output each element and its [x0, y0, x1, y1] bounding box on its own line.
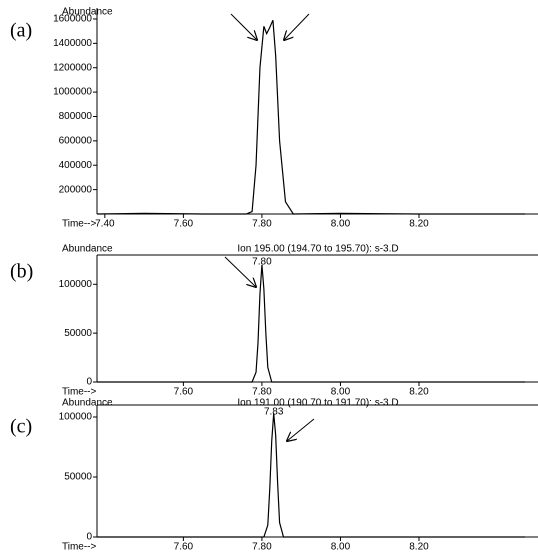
y-tick-label: 50000 [64, 472, 92, 483]
x-axis-label: Time--> [62, 387, 97, 398]
trace [96, 19, 525, 215]
x-axis-label: Time--> [62, 219, 97, 230]
y-tick-label: 100000 [59, 412, 93, 423]
x-tick-label: 7.60 [174, 542, 194, 553]
y-tick-label: 200000 [59, 184, 93, 195]
x-tick-label: 8.00 [331, 219, 351, 230]
x-tick-label: 7.40 [95, 219, 115, 230]
y-tick-label: 1400000 [53, 38, 92, 49]
x-axis-label: Time--> [62, 542, 97, 553]
panel-label: (c) [10, 416, 32, 438]
x-tick-label: 8.00 [331, 542, 351, 553]
trace [97, 413, 525, 538]
y-axis-label: Abundance [62, 7, 113, 18]
x-tick-label: 7.80 [252, 219, 272, 230]
x-tick-label: 7.80 [252, 542, 272, 553]
panel-label: (a) [10, 20, 32, 42]
y-tick-label: 600000 [59, 136, 93, 147]
y-tick-label: 1000000 [53, 87, 92, 98]
arrow [224, 256, 256, 287]
x-tick-label: 8.20 [409, 542, 429, 553]
chart-title: Ion 195.00 (194.70 to 195.70): s-3.D [237, 244, 398, 255]
x-tick-label: 8.00 [331, 387, 351, 398]
panel-label: (b) [10, 261, 33, 283]
trace [97, 264, 525, 383]
y-tick-label: 1200000 [53, 62, 92, 73]
arrow [230, 13, 257, 40]
y-tick-label: 0 [86, 532, 92, 543]
x-tick-label: 8.20 [409, 387, 429, 398]
y-tick-label: 50000 [64, 328, 92, 339]
y-tick-label: 1600000 [53, 14, 92, 25]
x-tick-label: 7.60 [174, 387, 194, 398]
x-tick-label: 7.80 [252, 387, 272, 398]
peak-label: 7.83 [264, 407, 284, 418]
y-tick-label: 0 [86, 377, 92, 388]
peak-label: 7.80 [252, 257, 272, 268]
chart-title: Ion 191.00 (190.70 to 191.70): s-3.D [237, 398, 398, 409]
y-tick-label: 800000 [59, 111, 93, 122]
y-axis-label: Abundance [62, 398, 113, 409]
y-axis-label: Abundance [62, 244, 113, 255]
x-tick-label: 8.20 [409, 219, 429, 230]
y-tick-label: 100000 [59, 279, 93, 290]
x-tick-label: 7.60 [174, 219, 194, 230]
arrow [287, 418, 315, 441]
y-tick-label: 400000 [59, 160, 93, 171]
arrow [284, 13, 310, 40]
